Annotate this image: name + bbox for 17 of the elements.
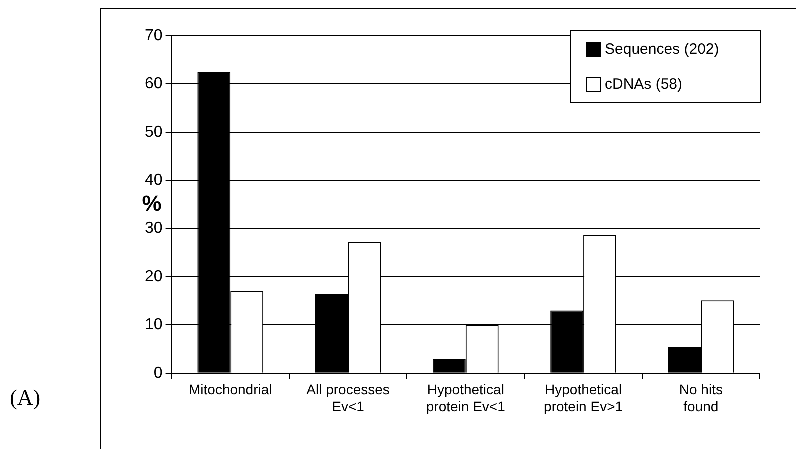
y-axis-title: %	[142, 190, 162, 216]
y-tick-label: 30	[145, 220, 163, 238]
y-tick-label: 70	[145, 27, 163, 44]
text: (A)	[10, 385, 41, 411]
y-tick-label: 10	[145, 316, 163, 334]
legend-label: cDNAs (58)	[605, 76, 683, 94]
x-tick-label: Hypothetical protein Ev<1	[426, 382, 506, 414]
y-tick-label: 20	[145, 268, 163, 286]
y-tick-label: 40	[145, 172, 163, 190]
x-tick-label: No hits found	[679, 382, 723, 414]
y-tick-label: 0	[154, 364, 163, 382]
y-tick-label: 60	[145, 76, 163, 93]
x-tick-label: All processes Ev<1	[306, 382, 390, 414]
y-tick-label: 50	[145, 124, 163, 141]
x-tick-label: Hypothetical protein Ev>1	[544, 382, 624, 414]
x-tick-label: Mitochondrial	[188, 382, 272, 398]
legend-label: Sequences (202)	[605, 41, 720, 58]
